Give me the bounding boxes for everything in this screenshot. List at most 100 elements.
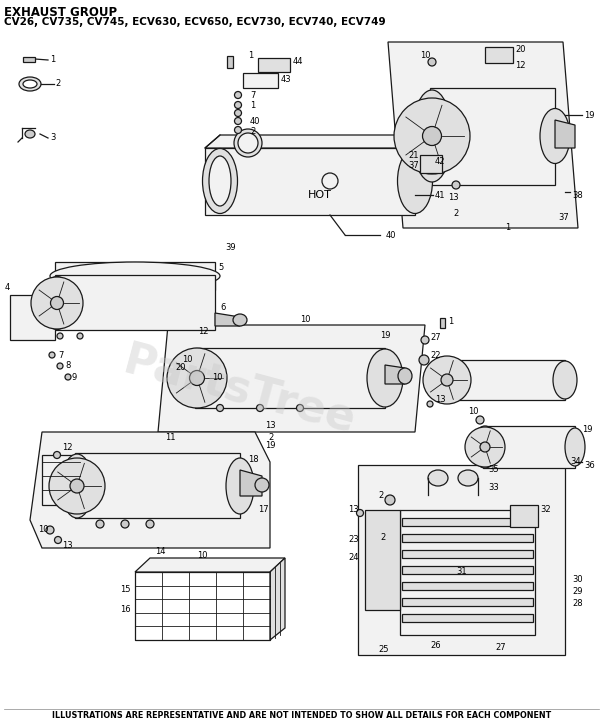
Polygon shape [555, 120, 575, 148]
Text: 13: 13 [448, 193, 459, 201]
Text: 12: 12 [515, 61, 525, 70]
Ellipse shape [19, 77, 41, 91]
Text: 1: 1 [50, 56, 55, 64]
Text: 15: 15 [120, 586, 130, 594]
Polygon shape [215, 313, 240, 326]
Text: 7: 7 [58, 351, 63, 361]
Polygon shape [358, 465, 565, 655]
Polygon shape [402, 550, 533, 558]
Text: 33: 33 [488, 484, 499, 492]
Circle shape [31, 277, 83, 329]
Polygon shape [240, 470, 262, 496]
Ellipse shape [23, 80, 37, 88]
Polygon shape [402, 598, 533, 606]
Polygon shape [402, 518, 533, 526]
Text: ILLUSTRATIONS ARE REPRESENTATIVE AND ARE NOT INTENDED TO SHOW ALL DETAILS FOR EA: ILLUSTRATIONS ARE REPRESENTATIVE AND ARE… [52, 711, 551, 720]
Bar [510, 505, 538, 527]
Circle shape [394, 98, 470, 174]
Text: 14: 14 [155, 547, 165, 557]
Text: 19: 19 [584, 111, 595, 119]
Text: 19: 19 [265, 440, 276, 450]
Text: 2: 2 [250, 127, 255, 135]
Text: 35: 35 [488, 466, 499, 474]
Ellipse shape [428, 470, 448, 486]
Text: 21: 21 [408, 151, 418, 159]
Text: 25: 25 [378, 646, 388, 654]
Text: 10: 10 [38, 526, 48, 534]
Text: EXHAUST GROUP: EXHAUST GROUP [4, 6, 117, 19]
Circle shape [452, 181, 460, 189]
Circle shape [235, 117, 241, 125]
Text: 37: 37 [558, 214, 569, 222]
Text: 8: 8 [65, 361, 71, 371]
Text: 28: 28 [572, 599, 582, 608]
Polygon shape [205, 135, 430, 148]
Text: 2: 2 [453, 209, 458, 217]
Text: 10: 10 [182, 355, 192, 364]
Text: 40: 40 [386, 230, 397, 240]
Polygon shape [388, 42, 578, 228]
Circle shape [121, 520, 129, 528]
Circle shape [235, 101, 241, 109]
Circle shape [419, 355, 429, 365]
Polygon shape [445, 360, 565, 400]
Ellipse shape [226, 458, 254, 514]
Text: 44: 44 [293, 57, 303, 67]
Polygon shape [55, 262, 215, 290]
Polygon shape [365, 510, 400, 610]
Text: 1: 1 [448, 318, 453, 327]
Circle shape [322, 173, 338, 189]
Circle shape [441, 374, 453, 386]
Polygon shape [205, 148, 415, 215]
Polygon shape [483, 426, 575, 468]
Text: 30: 30 [572, 576, 582, 584]
Text: 13: 13 [265, 421, 276, 429]
Ellipse shape [238, 133, 258, 153]
Circle shape [65, 374, 71, 380]
Text: CV26, CV735, CV745, ECV630, ECV650, ECV730, ECV740, ECV749: CV26, CV735, CV745, ECV630, ECV650, ECV7… [4, 17, 386, 27]
Bar [42, 455, 80, 505]
Text: 32: 32 [540, 505, 551, 515]
Circle shape [235, 109, 241, 117]
Text: 38: 38 [572, 190, 582, 200]
Text: 12: 12 [62, 444, 72, 452]
Text: 4: 4 [5, 284, 10, 292]
Text: 40: 40 [250, 117, 260, 125]
Circle shape [476, 416, 484, 424]
Ellipse shape [565, 428, 585, 466]
Polygon shape [195, 348, 385, 408]
Text: 43: 43 [281, 75, 292, 85]
Circle shape [57, 363, 63, 369]
Text: 7: 7 [250, 91, 256, 101]
Circle shape [77, 333, 83, 339]
Circle shape [256, 405, 264, 411]
Bar [485, 47, 513, 63]
Ellipse shape [397, 148, 432, 214]
Ellipse shape [255, 478, 269, 492]
Text: 17: 17 [258, 505, 268, 515]
Circle shape [167, 348, 227, 408]
Text: 10: 10 [420, 51, 431, 59]
Circle shape [57, 333, 63, 339]
Ellipse shape [203, 148, 238, 214]
Bar [227, 56, 233, 68]
Ellipse shape [367, 349, 403, 407]
Text: HOT: HOT [308, 190, 332, 200]
Circle shape [54, 452, 60, 458]
Circle shape [356, 510, 364, 516]
Circle shape [46, 526, 54, 534]
Text: 5: 5 [218, 264, 223, 272]
Text: 12: 12 [198, 327, 209, 337]
Text: 42: 42 [435, 158, 446, 167]
Circle shape [70, 479, 84, 493]
Polygon shape [135, 572, 270, 640]
Text: 13: 13 [348, 505, 359, 515]
Text: 2: 2 [380, 534, 385, 542]
Circle shape [427, 401, 433, 407]
Text: 20: 20 [515, 46, 525, 54]
Polygon shape [430, 88, 555, 185]
Polygon shape [402, 614, 533, 622]
Ellipse shape [234, 129, 262, 157]
Text: 19: 19 [380, 330, 391, 340]
Text: 13: 13 [62, 541, 72, 550]
